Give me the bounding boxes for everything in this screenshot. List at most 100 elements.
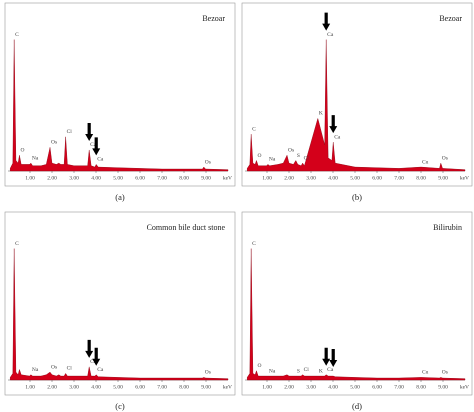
peak-label: O [257, 153, 261, 159]
peak-label: Na [269, 157, 276, 163]
peak-label: Cl [304, 155, 310, 161]
panel-title: Common bile duct stone [147, 223, 226, 232]
spectrum [10, 39, 229, 172]
x-tick-label: 6.00 [135, 175, 145, 181]
panel-title: Bilirubin [433, 223, 462, 232]
x-tick-label: 9.00 [438, 384, 448, 390]
peak-label: Cl [67, 129, 73, 135]
x-tick-label: 3.00 [69, 175, 79, 181]
peak-label: S [297, 368, 300, 374]
x-tick-label: 6.00 [372, 175, 382, 181]
x-tick-label: 4.00 [328, 384, 338, 390]
x-tick-label: 5.00 [350, 175, 360, 181]
peak-label: Ca [334, 134, 341, 140]
panel-title: Bezoar [202, 14, 225, 23]
x-axis-label: keV [460, 384, 469, 390]
x-tick-label: 8.00 [416, 175, 426, 181]
spectrum [10, 248, 229, 381]
arrow [322, 347, 331, 366]
peak-label: Os [51, 140, 57, 146]
x-tick-label: 2.00 [284, 384, 294, 390]
peak-label: Os [288, 147, 294, 153]
x-tick-label: 6.00 [135, 384, 145, 390]
arrow [92, 347, 101, 366]
x-tick-label: 2.00 [47, 175, 57, 181]
peak-label: Na [269, 368, 276, 374]
x-tick-label: 4.00 [91, 384, 101, 390]
x-tick-label: 1.00 [25, 384, 35, 390]
panel-caption: (b) [352, 192, 362, 202]
x-tick-label: 7.00 [157, 175, 167, 181]
peak-label: K [319, 368, 323, 374]
arrow [92, 137, 101, 156]
x-tick-label: 5.00 [113, 384, 123, 390]
panel-caption: (a) [115, 192, 125, 202]
x-tick-label: 7.00 [157, 384, 167, 390]
peak-label: Na [32, 367, 39, 373]
peak-label: Ca [90, 142, 97, 148]
panel-caption: (d) [352, 401, 362, 411]
peak-label: Os [442, 155, 448, 161]
x-tick-label: 9.00 [201, 384, 211, 390]
peak-label: C [15, 32, 19, 38]
x-tick-label: 8.00 [179, 384, 189, 390]
x-tick-label: 3.00 [306, 175, 316, 181]
x-tick-label: 5.00 [350, 384, 360, 390]
peak-label: C [252, 126, 256, 132]
peak-label: S [297, 153, 300, 159]
panel-frame [241, 211, 473, 396]
x-tick-label: 3.00 [69, 384, 79, 390]
x-tick-label: 1.00 [25, 175, 35, 181]
arrow [85, 122, 94, 141]
peak-label: Os [442, 370, 448, 376]
x-tick-label: 6.00 [372, 384, 382, 390]
x-tick-label: 4.00 [91, 175, 101, 181]
peak-label: O [20, 147, 24, 153]
peak-label: Cu [422, 159, 429, 165]
x-tick-label: 1.00 [262, 175, 272, 181]
peak-label: Ca [97, 157, 104, 163]
peak-label: K [319, 111, 323, 117]
panel-frame [4, 211, 236, 396]
x-tick-label: 3.00 [306, 384, 316, 390]
peak-label: C [252, 241, 256, 247]
x-tick-label: 8.00 [179, 175, 189, 181]
peak-label: Ca [90, 359, 97, 365]
peak-label: Cl [67, 366, 73, 372]
peak-label: O [257, 363, 261, 369]
peak-label: Cl [304, 367, 310, 373]
spectrum [247, 248, 466, 381]
x-tick-label: 1.00 [262, 384, 272, 390]
arrow [329, 349, 338, 368]
x-tick-label: 5.00 [113, 175, 123, 181]
panel-caption: (c) [115, 401, 125, 411]
x-tick-label: 7.00 [394, 175, 404, 181]
peak-label: Ca [97, 367, 104, 373]
x-axis-label: keV [460, 175, 469, 181]
x-axis-label: keV [223, 384, 232, 390]
peak-label: Na [32, 155, 39, 161]
panel-frame [241, 2, 473, 187]
peak-label: Ca [327, 32, 334, 38]
peak-label: Os [205, 370, 211, 376]
arrow [85, 339, 94, 358]
x-tick-label: 8.00 [416, 384, 426, 390]
x-axis-label: keV [223, 175, 232, 181]
x-tick-label: 4.00 [328, 175, 338, 181]
arrow [329, 115, 338, 134]
x-tick-label: 2.00 [284, 175, 294, 181]
spectrum [247, 39, 466, 172]
x-tick-label: 2.00 [47, 384, 57, 390]
peak-label: C [15, 241, 19, 247]
peak-label: Os [205, 159, 211, 165]
peak-label: Os [51, 364, 57, 370]
panel-title: Bezoar [439, 14, 462, 23]
peak-label: Cu [422, 370, 429, 376]
x-tick-label: 7.00 [394, 384, 404, 390]
arrow [322, 12, 331, 31]
x-tick-label: 9.00 [201, 175, 211, 181]
peak-label: Ca [327, 367, 334, 373]
panel-frame [4, 2, 236, 187]
x-tick-label: 9.00 [438, 175, 448, 181]
